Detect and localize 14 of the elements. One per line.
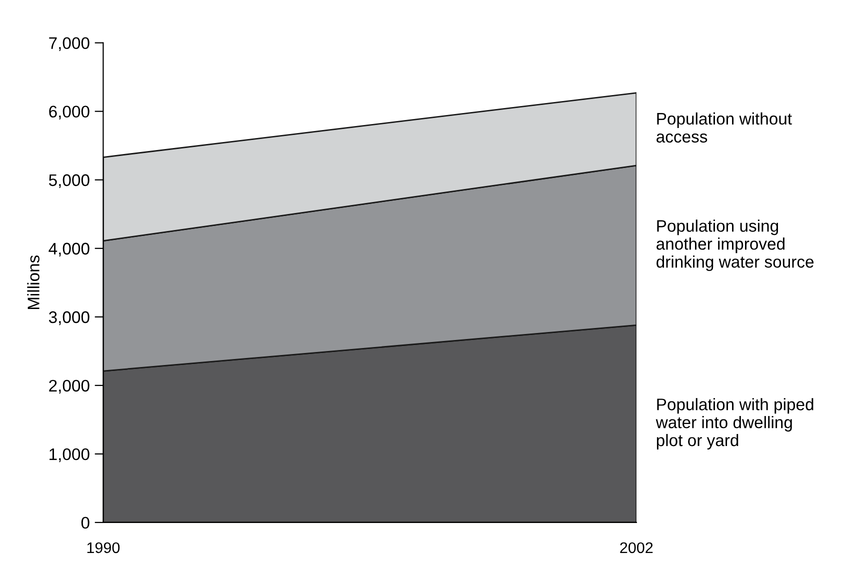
- y-tick-label: 0: [81, 516, 90, 529]
- y-tick-label: 1,000: [50, 448, 90, 462]
- y-tick-label: 4,000: [48, 242, 90, 257]
- y-axis-title: Millions: [27, 255, 40, 310]
- x-tick-label: 1990: [87, 542, 120, 554]
- y-tick-label: 6,000: [49, 106, 90, 120]
- y-tick-label: 7,000: [49, 37, 90, 51]
- series-label: Population with piped water into dwelling plot or yard: [656, 398, 814, 450]
- x-tick-label: 2002: [620, 542, 653, 554]
- y-tick-label: 3,000: [48, 311, 90, 326]
- y-tick-label: 5,000: [48, 174, 90, 188]
- y-tick-label: 2,000: [49, 380, 90, 394]
- series-label: Population without access: [656, 112, 792, 143]
- series-label: Population using another improved drinking water source: [656, 220, 814, 272]
